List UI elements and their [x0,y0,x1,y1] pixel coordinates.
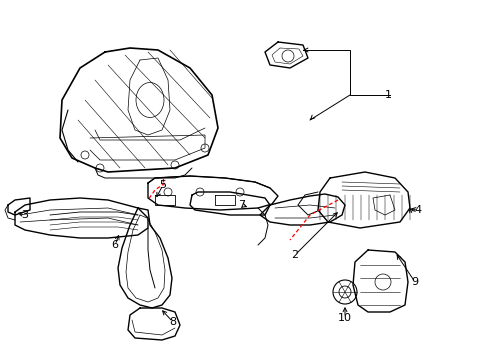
Text: 2: 2 [291,250,298,260]
Text: 10: 10 [337,313,351,323]
Text: 3: 3 [21,210,28,220]
Text: 6: 6 [111,240,118,250]
Text: 4: 4 [414,205,421,215]
Text: 8: 8 [169,317,176,327]
Text: 7: 7 [238,200,245,210]
Text: 9: 9 [410,277,418,287]
Text: 1: 1 [384,90,391,100]
Text: 5: 5 [159,180,166,190]
